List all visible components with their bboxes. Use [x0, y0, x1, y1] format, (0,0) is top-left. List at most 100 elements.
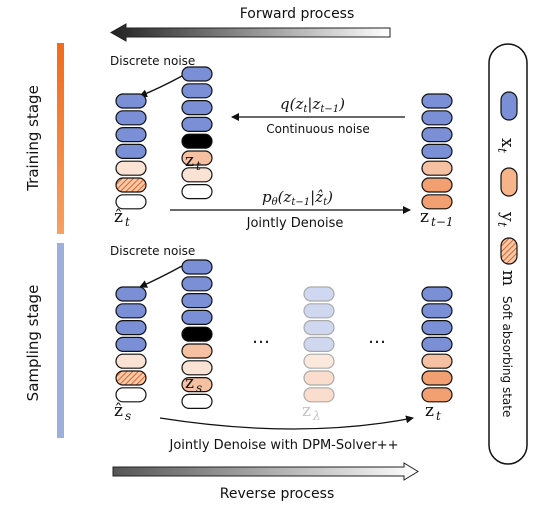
training-discrete-noise-arrow: [139, 75, 183, 98]
train-zt1-token-0: [421, 93, 453, 109]
train-zt-token-5: [181, 150, 213, 166]
train-zt1-token-6: [421, 194, 453, 210]
legend-hatch-swatch: [500, 237, 518, 265]
zt1-symbol: z: [420, 207, 429, 227]
train-zt-token-3: [181, 116, 213, 133]
train-zt1-token-2: [421, 126, 453, 143]
train-zt1-token-1: [421, 110, 453, 126]
samp-zt-token-1: [421, 303, 453, 319]
sampling-zt-column: [421, 286, 453, 403]
sampling-zs-hat-label: ẑ s: [114, 401, 131, 423]
jointly-denoise-label: Jointly Denoise: [246, 216, 344, 231]
legend-x-label: x t: [495, 138, 517, 153]
samp-zs-token-6: [181, 360, 213, 376]
zt-subscript: t: [196, 159, 201, 173]
sampling-stage-label: Sampling stage: [24, 285, 42, 402]
samp-hat-token-2: [115, 320, 147, 336]
svg-text:pθ(zt−1|ẑt): pθ(zt−1|ẑt): [262, 188, 333, 208]
sampling-zs-hat-column: [115, 286, 147, 403]
train-hat-token-5: [115, 177, 147, 193]
training-discrete-noise-label: Discrete noise: [110, 54, 195, 68]
sampling-zs-column: [181, 259, 213, 409]
samp-zs-token-8: [181, 393, 213, 409]
samp-zt-token-5: [421, 370, 453, 386]
forward-process-label: Forward process: [240, 6, 355, 22]
training-stage-label: Training stage: [24, 85, 42, 192]
training-zt-hat-column: [115, 93, 147, 210]
samp-zs-token-2: [181, 293, 213, 309]
samp-zs-token-1: [181, 276, 213, 292]
samp-hat-token-5: [115, 370, 147, 386]
dpm-solver-arrow: [159, 415, 414, 430]
samp-hat-token-6: [115, 387, 147, 403]
zs-hat-symbol: ẑ: [114, 401, 123, 421]
samp-hat-token-3: [115, 336, 147, 352]
samp-zs-token-7: [181, 377, 213, 393]
samp-zt-token-2: [421, 320, 453, 336]
train-zt1-token-4: [421, 160, 453, 176]
samp-zl-token-3: [303, 336, 335, 352]
sampling-discrete-noise-label: Discrete noise: [110, 244, 195, 258]
train-zt-token-2: [181, 99, 213, 116]
zs-symbol: z: [185, 373, 194, 393]
sampling-zt-subscript: t: [436, 409, 441, 423]
train-zt-token-6: [181, 167, 213, 183]
samp-zl-token-2: [303, 320, 335, 336]
legend-y-label: y t: [495, 211, 517, 227]
sampling-zs-label: z s: [185, 373, 202, 395]
zt-symbol: z: [185, 151, 194, 171]
ellipsis-right: …: [368, 327, 386, 348]
samp-zs-token-0: [181, 259, 213, 275]
samp-zl-token-6: [303, 387, 335, 403]
legend-orange-swatch: [500, 167, 518, 197]
samp-zs-token-3: [181, 309, 213, 325]
samp-hat-token-4: [115, 353, 147, 369]
train-hat-token-6: [115, 194, 147, 210]
samp-zl-token-5: [303, 370, 335, 386]
reverse-process-label: Reverse process: [220, 486, 335, 502]
train-hat-token-4: [115, 160, 147, 176]
samp-zs-token-5: [181, 343, 213, 359]
training-stage-bar: [57, 43, 64, 234]
legend-x-symbol: x: [497, 138, 517, 148]
train-hat-token-0: [115, 93, 147, 109]
p-formula: pθ(zt−1|ẑt): [262, 188, 333, 208]
sampling-zlambda-column: [303, 286, 335, 403]
train-hat-token-3: [115, 143, 147, 159]
train-zt1-token-5: [421, 177, 453, 193]
samp-hat-token-0: [115, 286, 147, 302]
zs-hat-subscript: s: [125, 409, 131, 423]
zt-hat-subscript: t: [125, 215, 130, 229]
samp-zl-token-0: [303, 286, 335, 302]
samp-zt-token-6: [421, 387, 453, 403]
sampling-zt-label: z t: [425, 401, 441, 423]
sampling-discrete-noise-arrow: [139, 265, 183, 288]
zs-subscript: s: [196, 381, 202, 395]
ellipsis-left: …: [252, 327, 270, 348]
samp-zl-token-4: [303, 353, 335, 369]
training-zt-minus1-label: z t−1: [420, 207, 454, 229]
samp-zl-token-1: [303, 303, 335, 319]
samp-zt-token-3: [421, 336, 453, 352]
samp-zs-token-4: [181, 326, 213, 342]
legend-y-symbol: y: [497, 211, 517, 222]
continuous-noise-label: Continuous noise: [266, 122, 370, 136]
samp-zt-token-0: [421, 286, 453, 302]
sampling-stage-bar: [57, 243, 64, 438]
training-zt-label: z t: [185, 151, 201, 173]
legend-soft-absorbing-label: Soft absorbing state: [500, 296, 514, 417]
training-zt-column: [181, 66, 213, 200]
legend-y-subscript: t: [495, 222, 509, 227]
training-zt-minus1-column: [421, 93, 453, 210]
train-zt-token-7: [181, 184, 213, 200]
forward-process-arrow: [109, 23, 391, 42]
train-zt-token-1: [181, 83, 213, 99]
samp-hat-token-1: [115, 303, 147, 319]
q-formula: q(zt|zt−1): [280, 95, 345, 115]
train-hat-token-1: [115, 110, 147, 126]
legend-blue-swatch: [500, 91, 518, 121]
dpm-solver-label: Jointly Denoise with DPM-Solver++: [169, 438, 399, 453]
sampling-zlambda-label: z λ: [302, 401, 321, 423]
